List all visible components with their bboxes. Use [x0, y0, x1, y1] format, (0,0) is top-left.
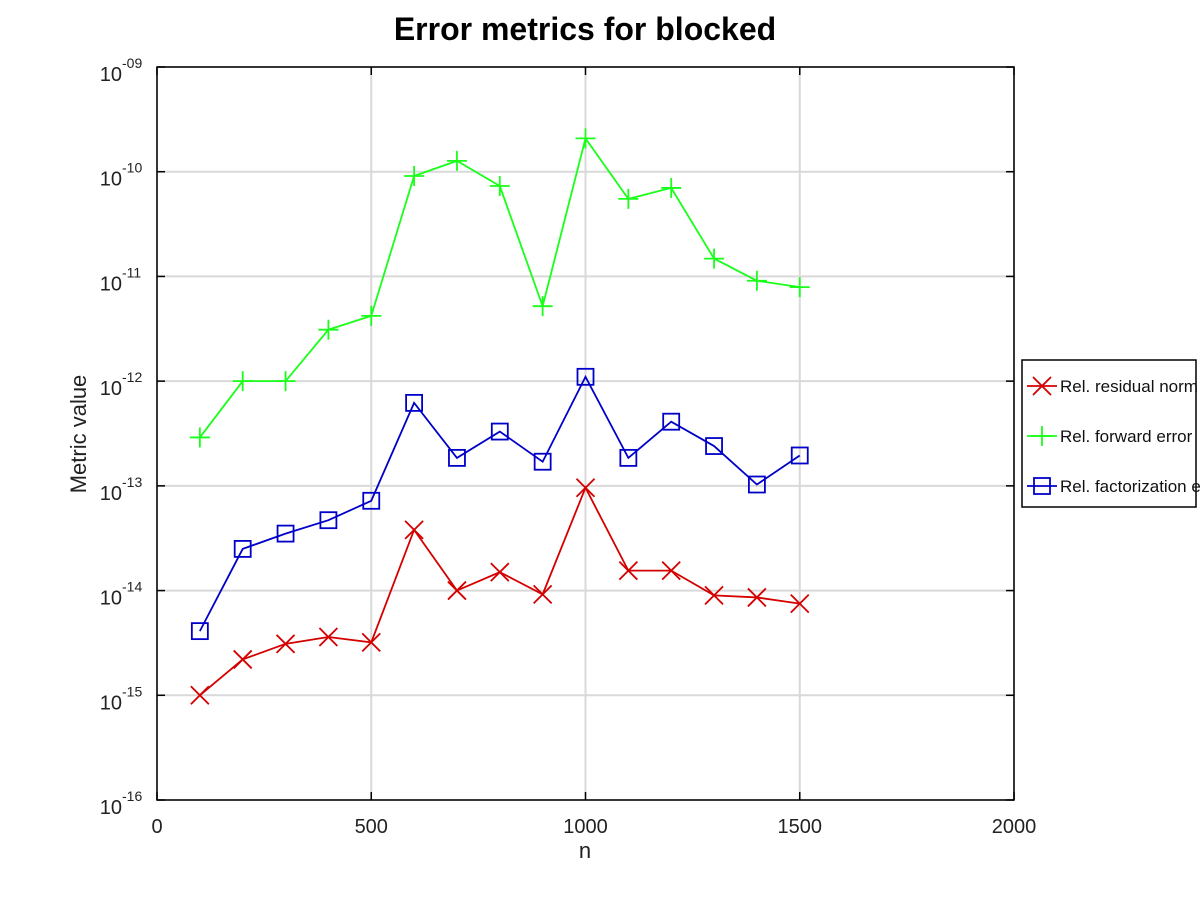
series-2	[190, 367, 809, 641]
data-point	[790, 446, 809, 465]
data-point	[276, 524, 295, 543]
x-tick-label: 0	[151, 816, 162, 838]
data-point	[446, 150, 467, 171]
data-point	[319, 511, 338, 530]
y-tick-label: 10	[100, 378, 122, 400]
y-tick-label: 10	[100, 692, 122, 714]
grid	[156, 66, 1015, 801]
y-tick-label: 10	[100, 797, 122, 819]
data-point	[662, 412, 681, 431]
data-point	[704, 585, 724, 605]
data-point	[704, 248, 725, 269]
data-point	[661, 561, 681, 581]
data-point	[618, 561, 638, 581]
y-tick-label: 10	[100, 273, 122, 295]
data-point	[275, 634, 296, 654]
x-tick-label: 1000	[563, 816, 608, 838]
x-tick-label: 1500	[778, 816, 823, 838]
data-point	[190, 685, 210, 705]
series-layer	[189, 128, 810, 705]
data-point	[448, 448, 466, 467]
data-point	[789, 277, 810, 298]
y-tick-label: 10	[100, 588, 122, 610]
data-point	[362, 491, 381, 510]
y-tick-exponent: -16	[122, 788, 142, 804]
legend-label: Rel. forward error	[1060, 427, 1193, 446]
data-point	[575, 478, 596, 498]
legend-item: Rel. forward error	[1027, 426, 1193, 446]
x-axis-label: n	[579, 838, 591, 863]
data-point	[405, 393, 424, 412]
data-point	[575, 128, 596, 149]
data-point	[190, 622, 209, 641]
data-point	[275, 371, 296, 392]
y-tick-exponent: -11	[122, 264, 141, 280]
legend: Rel. residual norm Rel. forward error Rel.…	[1021, 359, 1200, 508]
data-point	[533, 584, 553, 604]
data-point	[705, 437, 723, 455]
data-point	[790, 594, 810, 614]
data-point	[748, 475, 766, 494]
y-tick-label: 10	[100, 169, 122, 191]
y-tick-exponent: -09	[122, 55, 142, 71]
legend-label: Rel. factorization error	[1060, 477, 1200, 496]
data-point	[661, 177, 682, 198]
data-point	[318, 319, 339, 340]
data-point	[490, 422, 509, 441]
legend-box	[1021, 359, 1197, 508]
data-point	[490, 562, 510, 582]
data-point	[404, 166, 425, 187]
data-point	[618, 188, 639, 209]
y-tick-label: 10	[100, 64, 122, 86]
legend-item: Rel. residual norm	[1027, 376, 1198, 396]
y-tick-exponent: -12	[122, 369, 142, 385]
y-tick-exponent: -10	[122, 160, 142, 176]
series-line	[199, 374, 801, 632]
data-point	[747, 587, 767, 608]
y-tick-label: 10	[100, 483, 122, 505]
x-tick-label: 500	[355, 816, 388, 838]
data-point	[489, 176, 510, 197]
data-point	[447, 580, 467, 601]
legend-item: Rel. factorization error	[1027, 477, 1200, 496]
x-axis: 0 500 1000 1500 2000	[151, 67, 1036, 838]
data-point	[233, 540, 252, 558]
y-tick-exponent: -13	[122, 474, 142, 490]
data-point	[533, 452, 552, 471]
data-point	[318, 627, 339, 647]
data-point	[746, 270, 767, 291]
data-point	[532, 296, 553, 317]
data-point	[361, 632, 381, 653]
data-point	[189, 427, 210, 448]
series-0	[190, 478, 810, 705]
x-tick-label: 2000	[992, 816, 1037, 838]
y-tick-exponent: -14	[122, 579, 142, 595]
data-point	[404, 520, 424, 540]
data-point	[361, 305, 382, 326]
data-point	[232, 371, 253, 392]
legend-label: Rel. residual norm	[1060, 377, 1198, 396]
data-point	[576, 367, 595, 386]
data-point	[619, 448, 638, 467]
y-tick-exponent: -15	[122, 683, 142, 699]
series-1	[189, 128, 810, 448]
chart-title: Error metrics for blocked	[394, 11, 776, 47]
y-axis-label: Metric value	[66, 375, 91, 494]
data-point	[233, 649, 253, 670]
